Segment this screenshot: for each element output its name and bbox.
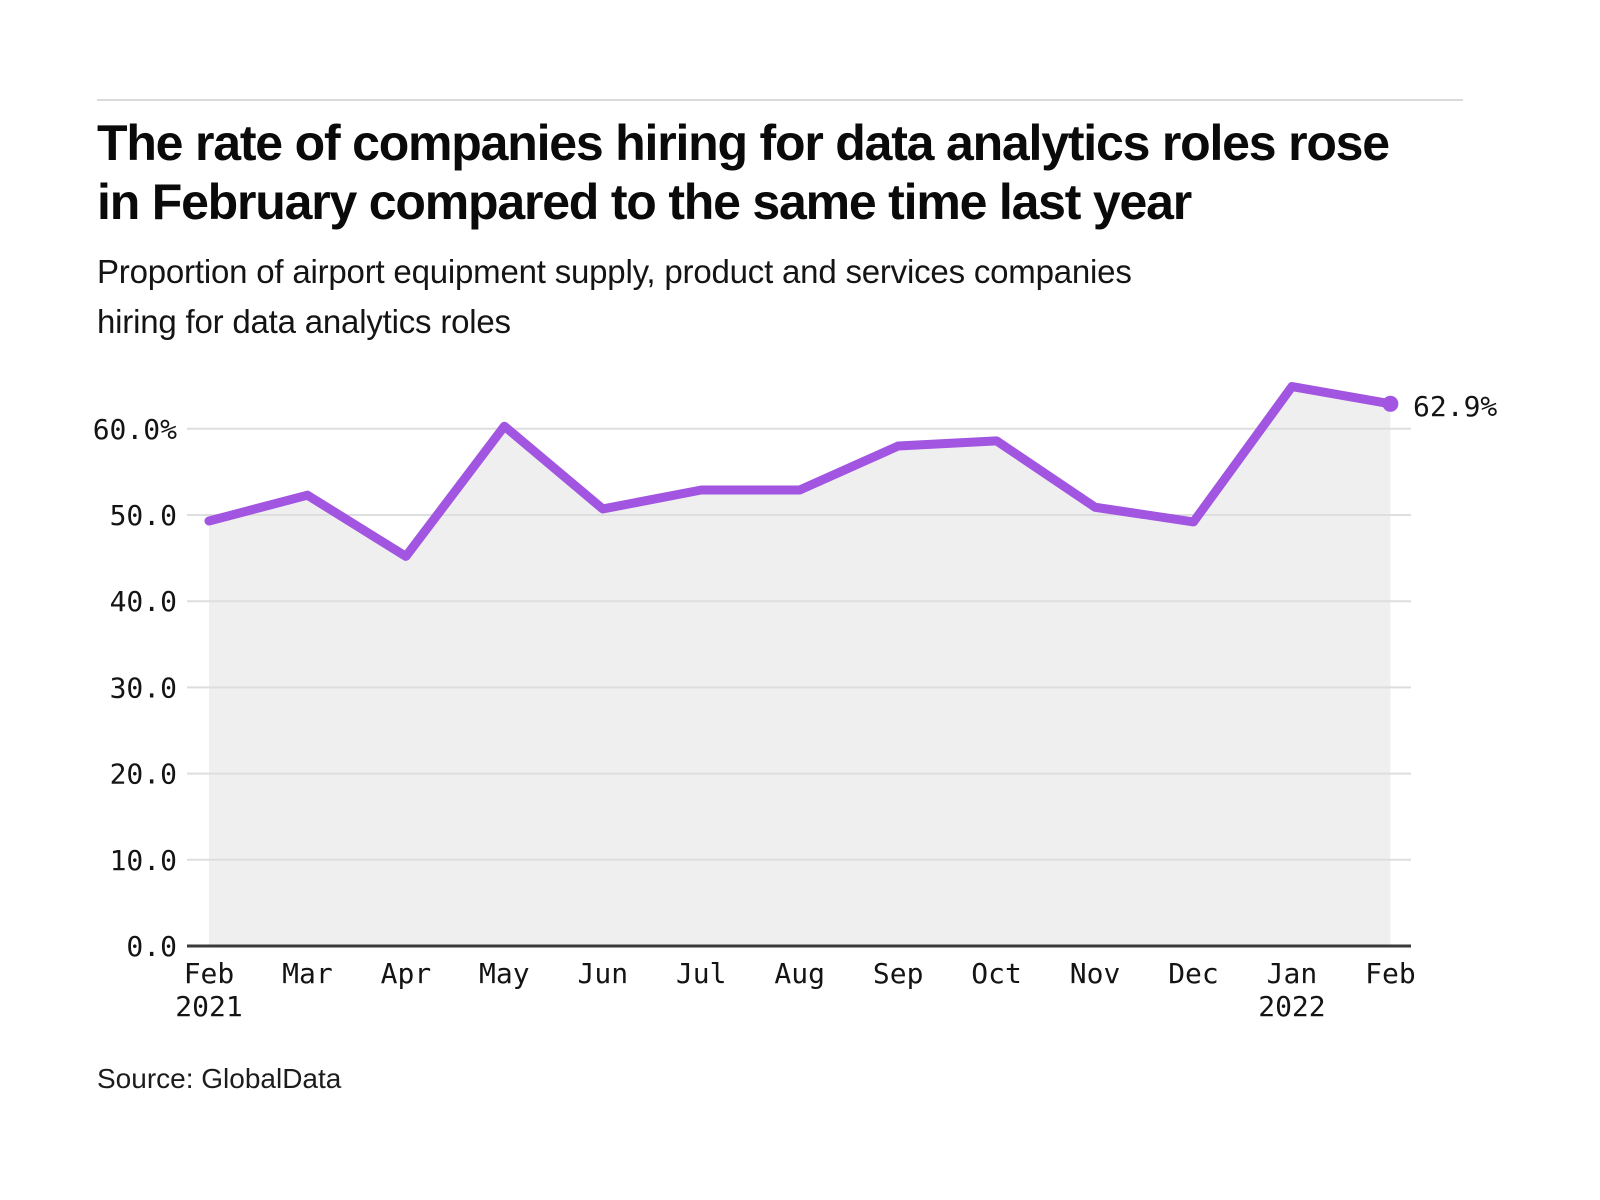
x-tick-label: Jun <box>578 957 629 990</box>
x-tick-label: Feb <box>1365 957 1416 990</box>
y-tick-label: 0.0 <box>126 930 177 963</box>
top-divider <box>97 99 1463 101</box>
x-tick-label: Oct <box>971 957 1022 990</box>
x-tick-label: Feb <box>184 957 235 990</box>
y-tick-label: 10.0 <box>110 844 177 877</box>
series-area-fill <box>209 386 1391 946</box>
x-tick-label: Nov <box>1070 957 1121 990</box>
series-line <box>204 382 1395 561</box>
y-tick-label: 40.0 <box>110 585 177 618</box>
last-point-marker <box>1382 395 1399 412</box>
x-year-label: 2022 <box>1258 990 1325 1023</box>
chart-title: The rate of companies hiring for data an… <box>97 115 1390 230</box>
x-tick-label: Sep <box>873 957 924 990</box>
x-tick-label: Jul <box>676 957 727 990</box>
y-tick-label: 20.0 <box>110 758 177 791</box>
end-value-annotation: 62.9% <box>1413 390 1497 423</box>
y-tick-label: 50.0 <box>110 499 177 532</box>
x-tick-label: Aug <box>774 957 825 990</box>
chart-subtitle: Proportion of airport equipment supply, … <box>97 253 1132 340</box>
x-tick-label: Dec <box>1168 957 1219 990</box>
x-tick-label: Jan <box>1267 957 1318 990</box>
x-tick-label: Apr <box>381 957 432 990</box>
x-year-label: 2021 <box>175 990 242 1023</box>
y-tick-label: 60.0% <box>93 413 177 446</box>
x-tick-label: May <box>479 957 530 990</box>
source-caption: Source: GlobalData <box>97 1063 342 1094</box>
x-tick-label: Mar <box>282 957 333 990</box>
y-tick-label: 30.0 <box>110 671 177 704</box>
